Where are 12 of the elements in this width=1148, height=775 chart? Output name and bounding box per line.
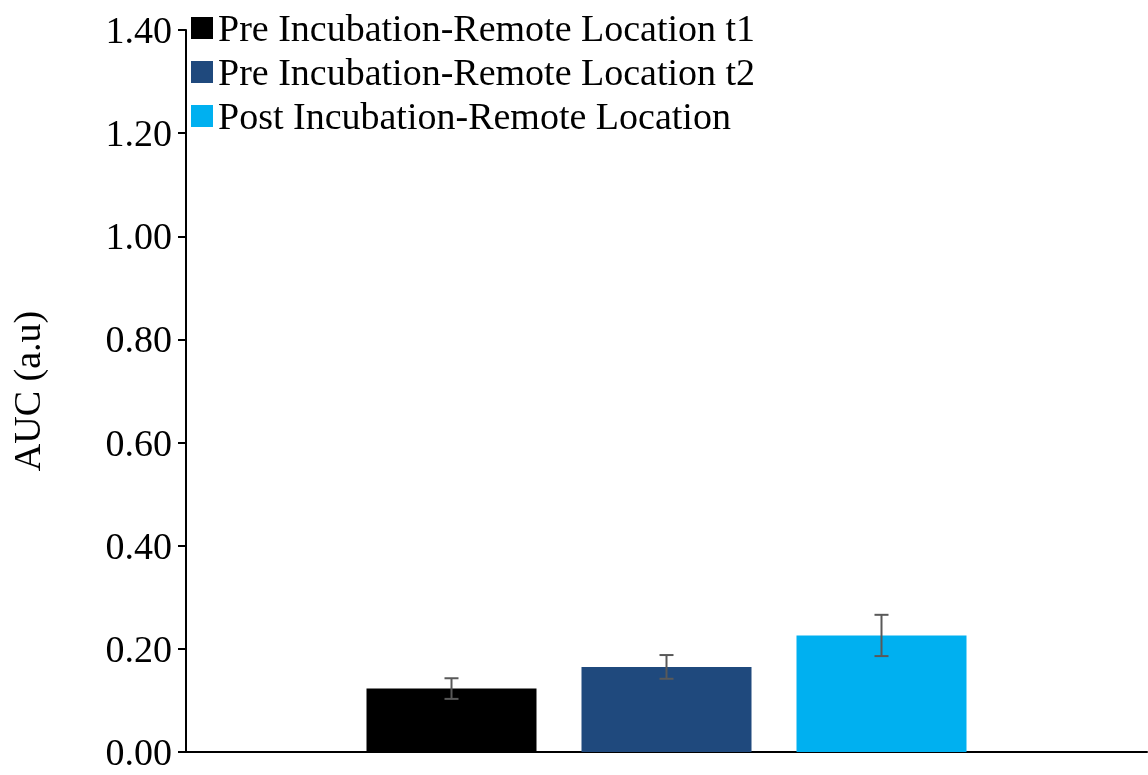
y-tick-label: 0.00 [105, 731, 172, 773]
y-tick-label: 0.40 [105, 524, 172, 567]
legend-label: Pre Incubation-Remote Location t1 [218, 7, 756, 49]
y-tick-label: 1.00 [105, 215, 172, 258]
y-tick-label: 1.40 [105, 9, 172, 51]
y-tick-label: 0.60 [105, 421, 172, 464]
y-tick-label: 0.20 [105, 627, 172, 670]
legend-label: Post Incubation-Remote Location [218, 95, 731, 137]
y-axis-title: AUC (a.u) [6, 310, 49, 472]
y-tick-label: 1.20 [105, 112, 172, 155]
legend-label: Pre Incubation-Remote Location t2 [218, 51, 756, 93]
y-tick-label: 0.80 [105, 318, 172, 361]
